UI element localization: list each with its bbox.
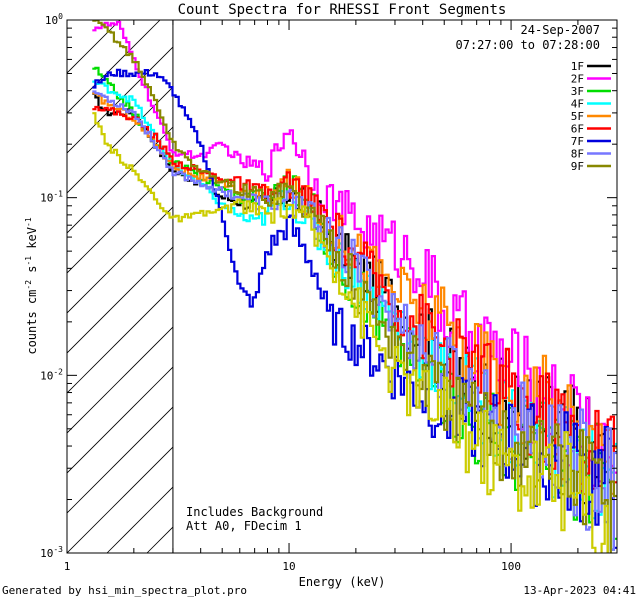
legend-label-5F: 5F [571, 110, 584, 123]
hatch-line [67, 446, 173, 553]
hatch-line [67, 366, 173, 474]
chart-title: Count Spectra for RHESSI Front Segments [178, 2, 507, 18]
footer-timestamp: 13-Apr-2023 04:41 [523, 584, 636, 597]
date-label: 24-Sep-2007 [521, 23, 600, 37]
annotation-background: Includes Background [186, 505, 323, 519]
hatch-line [67, 166, 173, 274]
x-tick-label: 1 [64, 560, 71, 573]
x-tick-label: 10 [282, 560, 295, 573]
legend-label-6F: 6F [571, 123, 584, 136]
y-axis-label: counts cm-2 s-1 keV-1 [24, 217, 39, 354]
y-tick-label: 100 [45, 12, 63, 27]
plot-frame [66, 19, 618, 554]
hatch-line [67, 20, 121, 74]
legend-label-1F: 1F [571, 60, 584, 73]
y-tick-label: 10-2 [40, 367, 63, 382]
hatch-line [67, 46, 173, 154]
series-line-extra [92, 112, 609, 553]
legend-label-2F: 2F [571, 73, 584, 86]
legend-label-8F: 8F [571, 148, 584, 161]
legend-label-7F: 7F [571, 135, 584, 148]
x-axis-label: Energy (keV) [299, 575, 386, 589]
y-tick-label: 10-1 [40, 190, 63, 205]
y-tick-label: 10-3 [40, 545, 63, 560]
hatch-line [67, 406, 173, 514]
series-line-7F [92, 68, 617, 549]
x-tick-label: 100 [501, 560, 521, 573]
series-line-6F [92, 105, 617, 493]
y-axis: 100 10-1 10-2 10-3 [40, 12, 617, 560]
series-line-2F [92, 20, 617, 487]
hatch-line [67, 206, 173, 314]
series-line-8F [92, 90, 617, 551]
series-line-9F [92, 20, 617, 553]
annotation-attenuator: Att A0, FDecim 1 [186, 519, 302, 533]
footer-generator: Generated by hsi_min_spectra_plot.pro [2, 584, 247, 597]
series-lines [92, 20, 617, 553]
legend-label-9F: 9F [571, 160, 584, 173]
legend-label-3F: 3F [571, 85, 584, 98]
time-range-label: 07:27:00 to 07:28:00 [456, 38, 601, 52]
legend-label-4F: 4F [571, 98, 584, 111]
hatch-line [67, 246, 173, 354]
x-axis: 1 10 100 [64, 20, 618, 573]
